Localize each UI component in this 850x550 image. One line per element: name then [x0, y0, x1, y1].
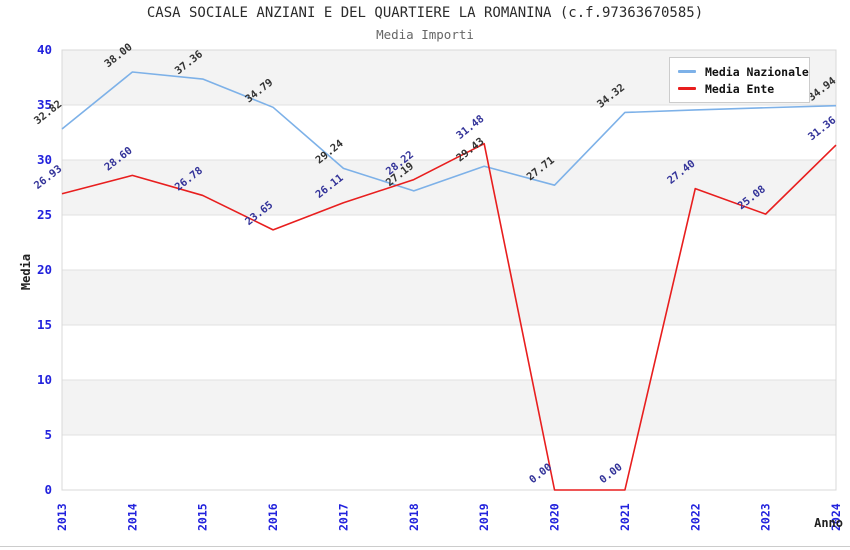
y-tick-label: 15 — [37, 317, 52, 332]
x-tick-label: 2020 — [548, 503, 562, 531]
x-tick-label: 2024 — [829, 503, 843, 531]
point-label: 31.48 — [454, 113, 486, 142]
legend-label-ente: Media Ente — [705, 81, 775, 96]
legend-line-swatch-ente — [678, 87, 696, 90]
y-tick-label: 10 — [37, 372, 52, 387]
series-line-media-nazionale — [61, 71, 837, 192]
legend: Media Nazionale Media Ente — [669, 57, 810, 103]
y-tick-label: 5 — [44, 427, 52, 442]
legend-item-media-nazionale: Media Nazionale — [678, 63, 809, 80]
x-axis-label: Anno — [814, 516, 843, 530]
x-tick-label: 2017 — [336, 503, 350, 531]
x-tick-label: 2019 — [477, 503, 491, 531]
point-label: 0.00 — [597, 461, 624, 486]
y-tick-label: 30 — [37, 152, 52, 167]
x-tick-label: 2015 — [196, 503, 210, 531]
x-tick-label: 2016 — [266, 503, 280, 531]
grid-band — [62, 160, 836, 215]
x-tick-label: 2018 — [407, 503, 421, 531]
y-tick-label: 35 — [37, 97, 52, 112]
legend-label-nazionale: Media Nazionale — [705, 64, 809, 79]
y-tick-label: 20 — [37, 262, 52, 277]
y-tick-label: 40 — [37, 42, 52, 57]
y-tick-label: 25 — [37, 207, 52, 222]
legend-item-media-ente: Media Ente — [678, 80, 803, 97]
image-bottom-border — [0, 546, 850, 547]
grid-band — [62, 270, 836, 325]
series-line-media-ente — [61, 142, 837, 491]
legend-line-swatch-nazionale — [678, 70, 696, 73]
grid-band — [62, 380, 836, 435]
chart-subtitle: Media Importi — [376, 27, 474, 42]
point-label: 0.00 — [527, 461, 554, 486]
x-tick-label: 2021 — [618, 503, 632, 531]
x-tick-label: 2023 — [759, 503, 773, 531]
plot-border — [61, 49, 837, 491]
point-label: 26.93 — [32, 163, 64, 192]
x-tick-label: 2014 — [125, 503, 139, 531]
x-tick-label: 2013 — [55, 503, 69, 531]
chart-title: CASA SOCIALE ANZIANI E DEL QUARTIERE LA … — [146, 5, 704, 21]
y-tick-label: 0 — [44, 482, 52, 497]
y-axis-label: Media — [19, 254, 33, 290]
point-label: 31.36 — [806, 114, 838, 143]
x-tick-label: 2022 — [688, 503, 702, 531]
